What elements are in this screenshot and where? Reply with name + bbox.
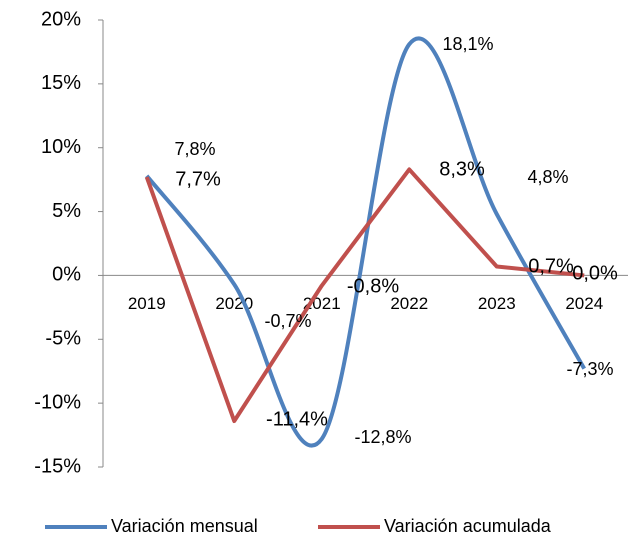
- data-label: 7,8%: [174, 139, 215, 159]
- x-tick-label: 2023: [478, 294, 516, 313]
- y-tick-label: 10%: [41, 136, 81, 158]
- x-tick-label: 2024: [565, 294, 603, 313]
- data-label: 8,3%: [439, 158, 485, 180]
- data-label: 18,1%: [442, 34, 493, 54]
- legend-label: Variación acumulada: [384, 516, 552, 536]
- legend-label: Variación mensual: [111, 516, 258, 536]
- data-label: -0,8%: [347, 275, 399, 297]
- data-label: 0,7%: [528, 255, 574, 277]
- x-tick-label: 2019: [128, 294, 166, 313]
- y-tick-label: -10%: [34, 391, 81, 413]
- data-label: -7,3%: [566, 359, 613, 379]
- data-label: -12,8%: [354, 427, 411, 447]
- data-label: 0,0%: [572, 262, 618, 284]
- y-tick-label: -5%: [45, 328, 81, 350]
- series-line: [144, 167, 585, 424]
- y-tick-label: 5%: [52, 200, 81, 222]
- y-tick-label: 20%: [41, 8, 81, 30]
- data-label: 7,7%: [175, 168, 221, 190]
- x-tick-label: 2022: [390, 294, 428, 313]
- y-tick-label: 0%: [52, 264, 81, 286]
- y-tick-label: 15%: [41, 72, 81, 94]
- y-tick-label: -15%: [34, 455, 81, 477]
- series-line: [145, 36, 586, 448]
- data-label: 4,8%: [527, 167, 568, 187]
- data-label: -11,4%: [266, 408, 328, 430]
- data-label: -0,7%: [264, 311, 311, 331]
